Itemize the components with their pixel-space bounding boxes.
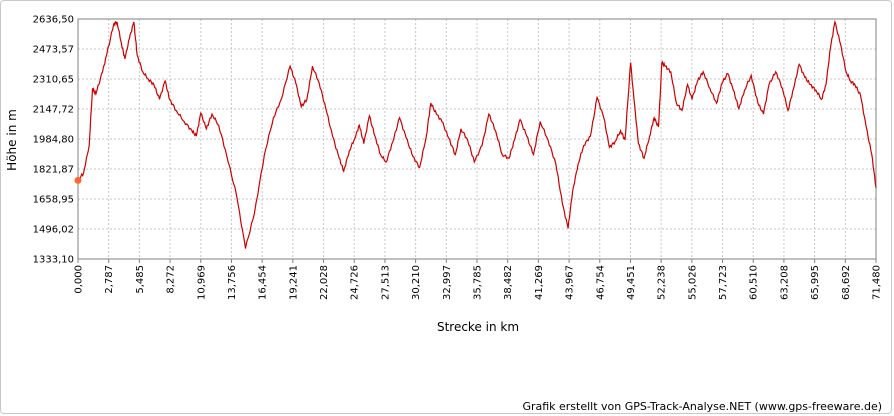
x-tick-label: 24,726	[350, 265, 361, 300]
x-tick-label: 30,210	[411, 265, 422, 300]
x-axis-ticks: 0,000 2,787 5,485 8,272 10,969 13,756 16,454 19…	[74, 259, 883, 300]
x-tick-label: 43,967	[565, 265, 576, 300]
x-tick-label: 49,451	[626, 265, 637, 300]
x-tick-label: 57,723	[718, 265, 729, 300]
y-tick-label: 2147,72	[33, 105, 74, 116]
x-tick-label: 32,997	[442, 265, 453, 300]
x-tick-label: 27,513	[380, 265, 391, 300]
y-tick-label: 1984,80	[33, 135, 74, 146]
x-tick-label: 16,454	[258, 265, 269, 300]
x-tick-label: 22,028	[319, 265, 330, 300]
x-tick-label: 46,754	[595, 265, 606, 300]
x-tick-label: 0,000	[74, 265, 85, 294]
x-tick-label: 35,785	[473, 265, 484, 300]
y-tick-label: 2310,65	[33, 75, 74, 86]
x-tick-label: 5,485	[135, 265, 146, 294]
x-tick-label: 41,269	[534, 265, 545, 300]
footer-credit: Grafik erstellt von GPS-Track-Analyse.NE…	[522, 400, 882, 413]
y-axis-ticks: 1333,10 1496,02 1658,95 1821,87 1984,80 2147,…	[33, 15, 74, 266]
x-tick-label: 13,756	[227, 265, 238, 300]
y-tick-label: 1658,95	[33, 195, 74, 206]
y-tick-label: 1821,87	[33, 165, 74, 176]
x-axis-title: Strecke in km	[437, 320, 519, 334]
x-tick-label: 52,238	[657, 265, 668, 300]
y-tick-label: 2636,50	[33, 15, 74, 26]
x-tick-label: 2,787	[104, 265, 115, 294]
elevation-line	[77, 19, 877, 249]
y-tick-label: 2473,57	[33, 45, 74, 56]
x-tick-label: 60,510	[749, 265, 760, 300]
x-tick-label: 68,692	[841, 265, 852, 300]
x-tick-label: 63,208	[779, 265, 790, 300]
y-axis-title: Höhe in m	[5, 109, 19, 171]
y-tick-label: 1496,02	[33, 225, 74, 236]
x-tick-label: 10,969	[196, 265, 207, 300]
x-tick-label: 65,995	[810, 265, 821, 300]
x-tick-label: 19,241	[288, 265, 299, 300]
y-tick-label: 1333,10	[33, 255, 74, 266]
x-tick-label: 55,026	[687, 265, 698, 300]
x-tick-label: 8,272	[166, 265, 177, 294]
x-tick-label: 38,482	[503, 265, 514, 300]
x-tick-label: 71,480	[872, 265, 883, 300]
start-marker	[74, 176, 82, 184]
grid-lines	[78, 19, 876, 259]
